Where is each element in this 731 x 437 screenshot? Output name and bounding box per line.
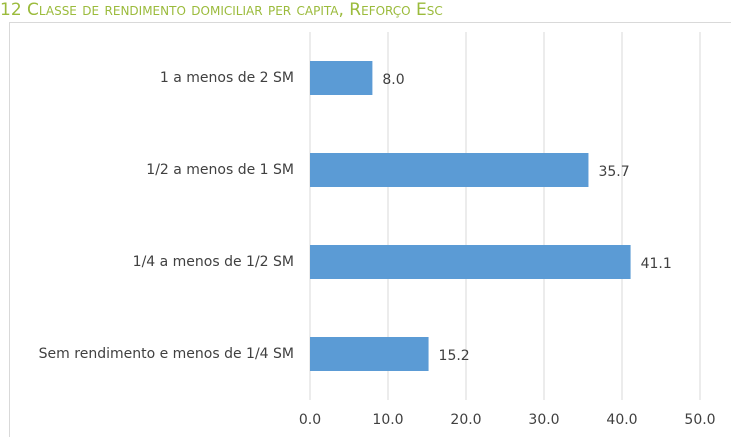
data-label: 8.0 [382,72,404,88]
y-tick-label: 1 a menos de 2 SM [160,70,294,86]
data-label: 35.7 [598,164,629,180]
x-tick-label: 30.0 [528,412,559,428]
y-tick-label: 1/4 a menos de 1/2 SM [133,254,294,270]
x-tick-label: 20.0 [450,412,481,428]
x-tick-label: 40.0 [606,412,637,428]
bar [310,337,429,371]
x-tick-label: 0.0 [299,412,321,428]
y-tick-label: 1/2 a menos de 1 SM [146,162,294,178]
data-label: 41.1 [641,256,672,272]
bar [310,61,373,95]
bar [310,153,589,187]
x-tick-label: 50.0 [684,412,715,428]
y-tick-label: Sem rendimento e menos de 1/4 SM [39,346,294,362]
chart-title: 12 Classe de rendimento domiciliar per c… [0,0,443,20]
bar [310,245,631,279]
x-tick-label: 10.0 [372,412,403,428]
data-label: 15.2 [439,348,470,364]
